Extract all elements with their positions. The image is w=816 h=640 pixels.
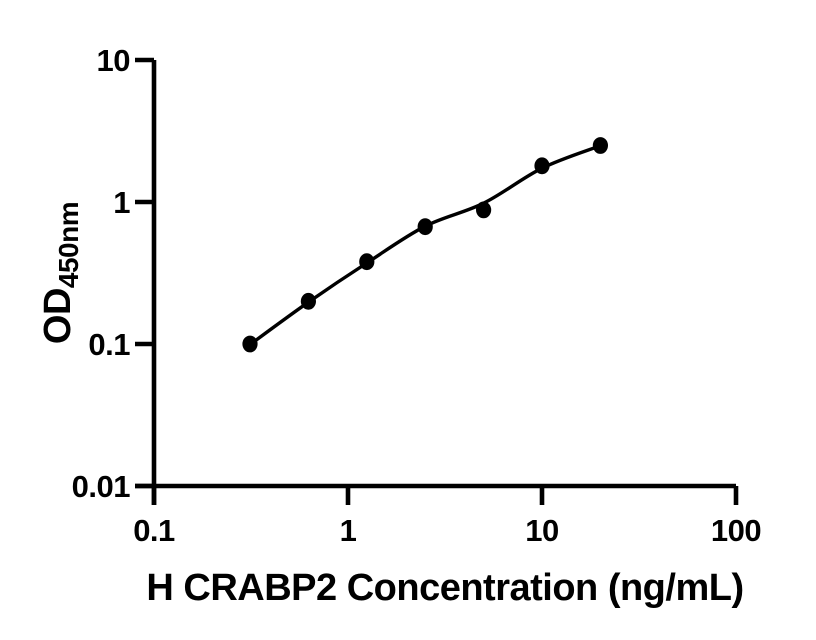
y-axis-title: OD450nm <box>37 202 84 344</box>
x-tick-label: 1 <box>340 513 357 548</box>
data-point <box>417 218 433 236</box>
x-tick-label: 0.1 <box>133 513 175 548</box>
y-tick-label: 1 <box>113 185 130 220</box>
data-point <box>359 253 375 271</box>
fit-curve <box>248 144 603 347</box>
data-point <box>242 335 258 353</box>
y-tick-label: 0.01 <box>72 469 131 504</box>
data-point <box>300 292 316 310</box>
y-tick-label: 0.1 <box>88 327 130 362</box>
data-point <box>592 137 609 154</box>
y-axis-title-subscript: 450nm <box>53 202 84 288</box>
data-point <box>534 157 550 175</box>
y-axis-title-main: OD <box>37 288 79 344</box>
x-tick-label: 100 <box>711 513 761 548</box>
data-point <box>476 201 492 219</box>
x-tick-label: 10 <box>525 513 558 548</box>
y-tick-label: 10 <box>97 43 130 78</box>
x-axis-title: H CRABP2 Concentration (ng/mL) <box>146 567 743 609</box>
